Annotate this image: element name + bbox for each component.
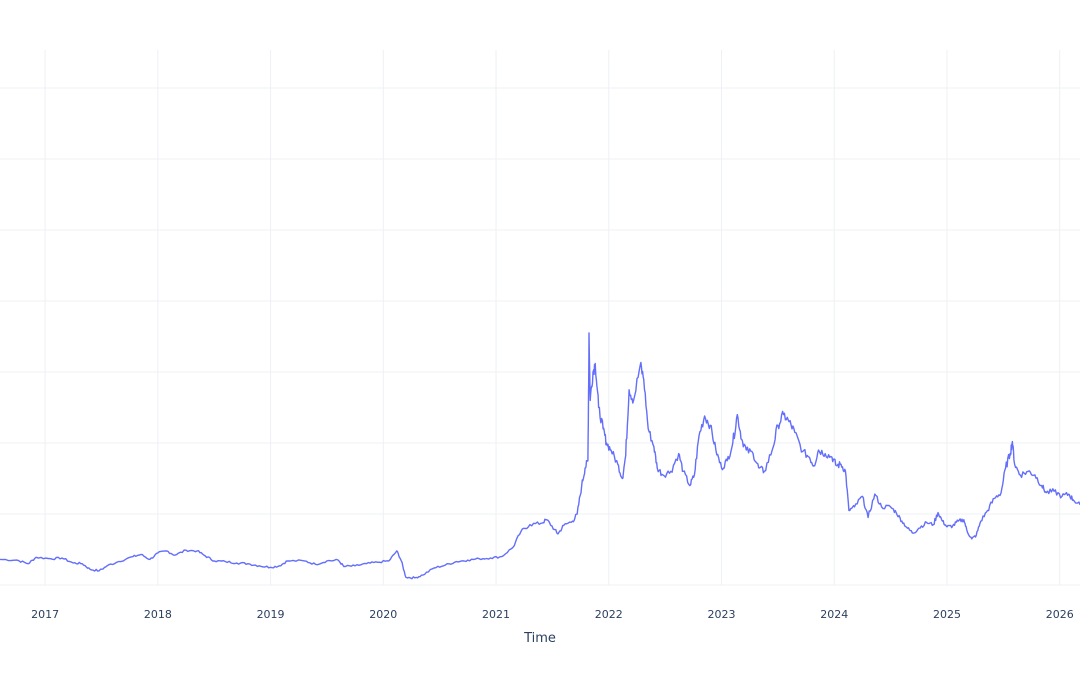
x-tick-label-2018: 2018 xyxy=(144,608,172,621)
x-tick-label-2019: 2019 xyxy=(257,608,285,621)
x-tick-label-2021: 2021 xyxy=(482,608,510,621)
series-line-0 xyxy=(0,332,1080,580)
x-tick-label-2023: 2023 xyxy=(708,608,736,621)
x-tick-label-2024: 2024 xyxy=(820,608,848,621)
grid-lines xyxy=(0,50,1080,586)
x-tick-label-2026: 2026 xyxy=(1046,608,1074,621)
x-tick-label-2022: 2022 xyxy=(595,608,623,621)
x-tick-label-2017: 2017 xyxy=(31,608,59,621)
x-tick-label-2025: 2025 xyxy=(933,608,961,621)
x-tick-label-2020: 2020 xyxy=(369,608,397,621)
x-axis-title: Time xyxy=(523,631,556,646)
series-layer xyxy=(0,332,1080,580)
x-axis-ticks: 2017 2018 2019 2020 2021 2022 2023 2024 2025 2026 xyxy=(31,608,1074,621)
